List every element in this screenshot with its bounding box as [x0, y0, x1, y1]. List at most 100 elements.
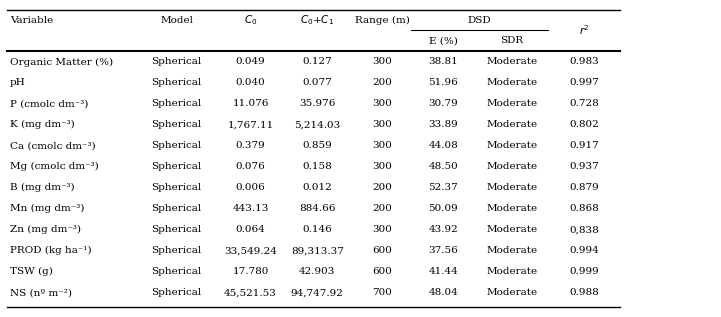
Text: $C_0$+$C_1$: $C_0$+$C_1$ — [300, 13, 335, 27]
Text: 94,747.92: 94,747.92 — [291, 288, 344, 297]
Text: Moderate: Moderate — [487, 78, 537, 87]
Text: $C_0$: $C_0$ — [244, 13, 257, 27]
Text: 48.04: 48.04 — [428, 288, 459, 297]
Text: Ca (cmolᴄ dm⁻³): Ca (cmolᴄ dm⁻³) — [10, 141, 96, 150]
Text: 300: 300 — [372, 225, 392, 234]
Text: Moderate: Moderate — [487, 141, 537, 150]
Text: Mn (mg dm⁻³): Mn (mg dm⁻³) — [10, 204, 84, 213]
Text: 0.879: 0.879 — [569, 183, 599, 192]
Text: 300: 300 — [372, 120, 392, 129]
Text: Spherical: Spherical — [151, 100, 202, 108]
Text: 884.66: 884.66 — [299, 204, 335, 213]
Text: Moderate: Moderate — [487, 267, 537, 276]
Text: 5,214.03: 5,214.03 — [294, 120, 340, 129]
Text: 0.076: 0.076 — [236, 162, 265, 171]
Text: 0.012: 0.012 — [302, 183, 332, 192]
Text: 200: 200 — [372, 78, 392, 87]
Text: Moderate: Moderate — [487, 57, 537, 67]
Text: 42.903: 42.903 — [299, 267, 335, 276]
Text: pH: pH — [10, 78, 26, 87]
Text: 0.937: 0.937 — [569, 162, 599, 171]
Text: 0.127: 0.127 — [302, 57, 332, 67]
Text: 0.728: 0.728 — [569, 100, 599, 108]
Text: PROD (kg ha⁻¹): PROD (kg ha⁻¹) — [10, 246, 92, 256]
Text: 38.81: 38.81 — [428, 57, 459, 67]
Text: 48.50: 48.50 — [428, 162, 459, 171]
Text: 50.09: 50.09 — [428, 204, 459, 213]
Text: 0.983: 0.983 — [569, 57, 599, 67]
Text: Moderate: Moderate — [487, 120, 537, 129]
Text: 300: 300 — [372, 141, 392, 150]
Text: Moderate: Moderate — [487, 225, 537, 234]
Text: Moderate: Moderate — [487, 162, 537, 171]
Text: 1,767.11: 1,767.11 — [227, 120, 274, 129]
Text: E (%): E (%) — [429, 36, 458, 45]
Text: Spherical: Spherical — [151, 183, 202, 192]
Text: Spherical: Spherical — [151, 246, 202, 255]
Text: 300: 300 — [372, 57, 392, 67]
Text: Spherical: Spherical — [151, 141, 202, 150]
Text: 43.92: 43.92 — [428, 225, 459, 234]
Text: Spherical: Spherical — [151, 78, 202, 87]
Text: 41.44: 41.44 — [428, 267, 459, 276]
Text: P (cmolc dm⁻³): P (cmolc dm⁻³) — [10, 100, 89, 108]
Text: Spherical: Spherical — [151, 120, 202, 129]
Text: 0.917: 0.917 — [569, 141, 599, 150]
Text: 600: 600 — [372, 267, 392, 276]
Text: 0.077: 0.077 — [302, 78, 332, 87]
Text: K (mg dm⁻³): K (mg dm⁻³) — [10, 120, 75, 129]
Text: 45,521.53: 45,521.53 — [224, 288, 277, 297]
Text: 30.79: 30.79 — [428, 100, 459, 108]
Text: $r^2$: $r^2$ — [579, 23, 589, 37]
Text: Variable: Variable — [10, 16, 53, 24]
Text: Range (m): Range (m) — [355, 16, 410, 24]
Text: 300: 300 — [372, 100, 392, 108]
Text: 0.006: 0.006 — [236, 183, 265, 192]
Text: 0.859: 0.859 — [302, 141, 332, 150]
Text: 0.064: 0.064 — [236, 225, 265, 234]
Text: 17.780: 17.780 — [232, 267, 269, 276]
Text: 33,549.24: 33,549.24 — [224, 246, 277, 255]
Text: 700: 700 — [372, 288, 392, 297]
Text: 11.076: 11.076 — [232, 100, 269, 108]
Text: 33.89: 33.89 — [428, 120, 459, 129]
Text: 0.868: 0.868 — [569, 204, 599, 213]
Text: TSW (g): TSW (g) — [10, 267, 53, 276]
Text: DSD: DSD — [468, 16, 491, 24]
Text: 0.379: 0.379 — [236, 141, 265, 150]
Text: 0.040: 0.040 — [236, 78, 265, 87]
Text: Spherical: Spherical — [151, 204, 202, 213]
Text: Spherical: Spherical — [151, 225, 202, 234]
Text: 0.158: 0.158 — [302, 162, 332, 171]
Text: Moderate: Moderate — [487, 204, 537, 213]
Text: 44.08: 44.08 — [428, 141, 459, 150]
Text: Spherical: Spherical — [151, 162, 202, 171]
Text: Spherical: Spherical — [151, 57, 202, 67]
Text: 35.976: 35.976 — [299, 100, 335, 108]
Text: Organic Matter (%): Organic Matter (%) — [10, 57, 113, 67]
Text: Spherical: Spherical — [151, 288, 202, 297]
Text: 443.13: 443.13 — [232, 204, 269, 213]
Text: 0.049: 0.049 — [236, 57, 265, 67]
Text: 300: 300 — [372, 162, 392, 171]
Text: 0.997: 0.997 — [569, 78, 599, 87]
Text: Moderate: Moderate — [487, 288, 537, 297]
Text: Moderate: Moderate — [487, 183, 537, 192]
Text: 52.37: 52.37 — [428, 183, 459, 192]
Text: Moderate: Moderate — [487, 246, 537, 255]
Text: B (mg dm⁻³): B (mg dm⁻³) — [10, 183, 75, 192]
Text: Zn (mg dm⁻³): Zn (mg dm⁻³) — [10, 225, 81, 234]
Text: 37.56: 37.56 — [428, 246, 459, 255]
Text: Model: Model — [160, 16, 193, 24]
Text: SDR: SDR — [500, 36, 523, 45]
Text: 89,313.37: 89,313.37 — [291, 246, 344, 255]
Text: NS (nº m⁻²): NS (nº m⁻²) — [10, 288, 72, 297]
Text: 0.146: 0.146 — [302, 225, 332, 234]
Text: Spherical: Spherical — [151, 267, 202, 276]
Text: 0.994: 0.994 — [569, 246, 599, 255]
Text: 0.802: 0.802 — [569, 120, 599, 129]
Text: Mg (cmolᴄ dm⁻³): Mg (cmolᴄ dm⁻³) — [10, 162, 99, 171]
Text: 200: 200 — [372, 204, 392, 213]
Text: 200: 200 — [372, 183, 392, 192]
Text: Moderate: Moderate — [487, 100, 537, 108]
